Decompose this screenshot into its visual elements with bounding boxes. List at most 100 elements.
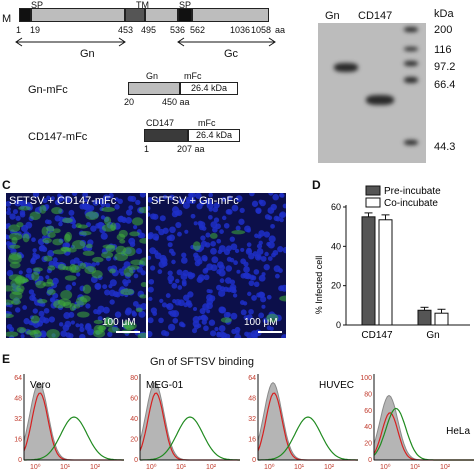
y-tick-label: 0 <box>368 457 372 464</box>
nucleus <box>32 193 40 198</box>
y-tick-label: 16 <box>248 437 256 444</box>
nucleus <box>266 241 271 247</box>
nucleus <box>254 253 262 261</box>
sp1-domain <box>19 8 31 22</box>
infected-cell <box>14 276 29 284</box>
bar-cd147-0 <box>361 216 376 326</box>
histogram-vero: 64 48 32 16 0 10⁰ 10¹ 10² Vero <box>14 374 124 471</box>
infected-cell <box>220 317 233 323</box>
nucleus <box>246 314 253 321</box>
pos-aa: aa <box>275 25 286 35</box>
nucleus <box>64 242 71 248</box>
tm-domain <box>125 8 145 22</box>
nucleus <box>168 323 176 331</box>
x-tick-label: 10¹ <box>410 464 421 471</box>
nucleus <box>85 303 91 309</box>
y-tick-label: 64 <box>248 375 256 382</box>
nucleus <box>261 304 266 309</box>
nucleus <box>154 252 162 260</box>
infected-cell <box>11 299 22 305</box>
nucleus <box>124 309 132 316</box>
tm-label: TM <box>136 0 149 10</box>
infected-cell <box>129 231 140 237</box>
nucleus <box>131 310 136 315</box>
nucleus <box>215 223 221 230</box>
nucleus <box>48 316 56 323</box>
nucleus <box>270 223 275 229</box>
nucleus <box>282 203 286 209</box>
nucleus <box>181 252 187 258</box>
nucleus <box>195 193 202 199</box>
nucleus <box>208 207 213 212</box>
nucleus <box>188 193 194 198</box>
y-tick-label: 100 <box>360 375 372 382</box>
nucleus <box>114 311 122 318</box>
gn-mfc-start: 20 <box>124 97 135 107</box>
binding-histogram <box>24 416 124 461</box>
y-tick-label: 40 <box>130 416 138 423</box>
infected-cell <box>51 207 63 215</box>
nucleus <box>202 256 208 262</box>
y-tick-label: 80 <box>364 391 372 398</box>
nucleus <box>272 249 279 256</box>
nucleus <box>172 317 179 324</box>
nucleus <box>19 210 26 216</box>
nucleus <box>47 219 52 225</box>
infected-cell <box>35 280 46 289</box>
infected-cell <box>9 291 23 301</box>
infected-cell <box>52 228 61 234</box>
histogram-huvec: 64 48 32 16 0 10⁰ 10¹ 10² HUVEC <box>248 374 358 471</box>
nucleus <box>148 317 154 324</box>
nucleus <box>108 193 114 199</box>
gn-mfc-gn-label: Gn <box>146 71 159 81</box>
scale-bar-right <box>258 331 282 333</box>
nucleus <box>161 302 167 308</box>
sp2-domain <box>178 8 192 22</box>
nucleus <box>248 280 255 287</box>
nucleus <box>177 299 185 307</box>
nucleus <box>15 215 21 221</box>
cd147-mfc-end: 207 aa <box>177 144 205 154</box>
nucleus <box>25 273 30 278</box>
cell-line-label: MEG-01 <box>146 380 184 391</box>
nucleus <box>152 233 160 241</box>
panel-a: M SP TM SP 1 19 453 495 536 562 1036 105… <box>0 0 300 175</box>
nucleus <box>63 312 71 320</box>
nucleus <box>105 202 111 209</box>
nucleus <box>148 330 153 338</box>
legend-swatch <box>365 185 381 196</box>
nucleus <box>171 310 180 318</box>
infected-cell <box>104 216 112 225</box>
y-tick-label: 32 <box>248 416 256 423</box>
nucleus <box>214 326 219 332</box>
nucleus <box>248 308 254 315</box>
infected-cell <box>93 319 104 325</box>
nucleus <box>177 231 182 237</box>
nucleus <box>6 200 12 207</box>
nucleus <box>135 247 143 255</box>
nucleus <box>234 248 240 254</box>
nucleus <box>148 255 152 260</box>
nucleus <box>226 312 231 317</box>
nucleus <box>152 311 158 316</box>
nucleus <box>169 226 176 234</box>
kda-unit-label: kDa <box>434 8 454 20</box>
nucleus <box>266 325 272 331</box>
nucleus <box>68 209 75 216</box>
nucleus <box>281 334 286 338</box>
nucleus <box>53 261 59 267</box>
nucleus <box>239 207 245 214</box>
nucleus <box>229 284 237 291</box>
y-tick-label: 40 <box>331 241 341 251</box>
nucleus <box>148 278 155 285</box>
nucleus <box>100 215 106 220</box>
nucleus <box>240 258 247 265</box>
y-tick-label: 20 <box>364 441 372 448</box>
nucleus <box>38 310 45 317</box>
lane-cd147-label: CD147 <box>358 10 393 22</box>
infected-cell <box>64 275 77 281</box>
nucleus <box>174 210 180 216</box>
linker-region <box>145 8 178 22</box>
infected-cell <box>85 211 99 221</box>
panel-b: Gn CD147 kDa 200 116 97.2 66.4 44.3 <box>310 0 474 175</box>
